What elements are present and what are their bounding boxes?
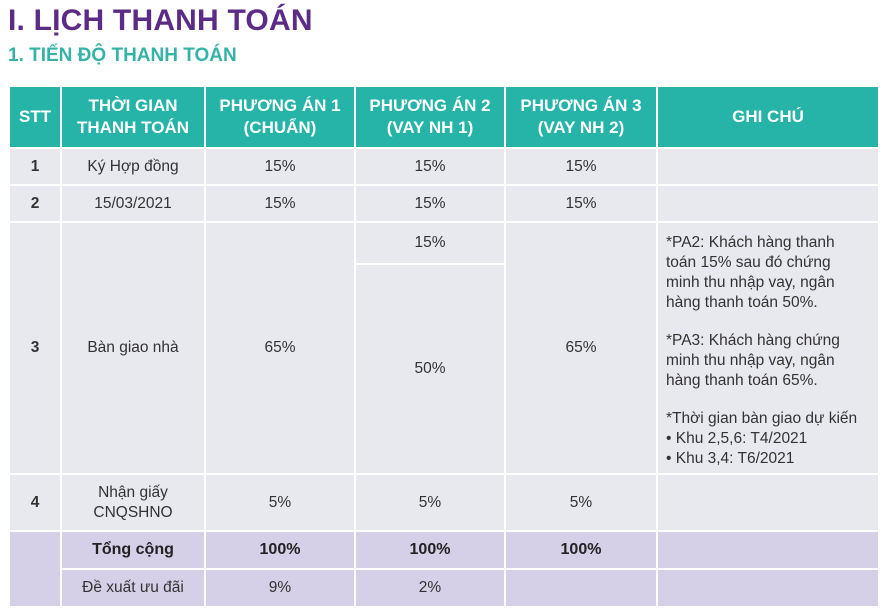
header-pa1-line1: PHƯƠNG ÁN 1 <box>219 96 341 115</box>
header-time-line1: THỜI GIAN <box>88 96 178 115</box>
total-pa1: 100% <box>204 530 356 570</box>
note-line: hàng thanh toán 50%. <box>666 294 818 311</box>
cell-pa3: 15% <box>504 147 658 186</box>
cell-pa1: 5% <box>204 473 356 532</box>
note-line: • Khu 2,5,6: T4/2021 <box>666 430 808 447</box>
header-time: THỜI GIAN THANH TOÁN <box>60 85 206 149</box>
cell-pa1: 65% <box>204 221 356 475</box>
table-row: 50% <box>9 263 879 475</box>
cell-time-line2: CNQSHNO <box>93 503 173 521</box>
table-row: 2 15/03/2021 15% 15% 15% <box>8 184 880 223</box>
cell-stt-empty <box>8 530 62 608</box>
offer-pa1: 9% <box>204 568 356 608</box>
payment-schedule-table: STT THỜI GIAN THANH TOÁN PHƯƠNG ÁN 1 (CHUẨ… <box>8 85 880 608</box>
note-line: *PA2: Khách hàng thanh <box>666 234 835 251</box>
cell-pa3: 5% <box>504 473 658 532</box>
header-stt: STT <box>8 85 62 149</box>
cell-stt: 3 <box>8 221 62 475</box>
cell-pa2: 15% <box>354 147 506 186</box>
header-pa2: PHƯƠNG ÁN 2 (VAY NH 1) <box>354 85 506 149</box>
cell-note <box>656 147 880 186</box>
header-pa1-line2: (CHUẨN) <box>243 118 317 137</box>
cell-pa2: 5% <box>354 473 506 532</box>
cell-pa2: 15% <box>354 184 506 223</box>
note-line: minh thu nhập vay, ngân <box>666 352 835 369</box>
table-row: 4 Nhận giấy CNQSHNO 5% 5% 5% <box>8 473 880 532</box>
cell-stt: 2 <box>8 184 62 223</box>
header-pa2-line2: (VAY NH 1) <box>386 118 474 137</box>
cell-note <box>656 473 880 532</box>
header-pa3-line2: (VAY NH 2) <box>537 118 625 137</box>
note-line: hàng thanh toán 65%. <box>666 372 818 389</box>
cell-pa2-first: 15% <box>354 221 506 265</box>
note-line: minh thu nhập vay, ngân <box>666 274 835 291</box>
cell-note <box>656 184 880 223</box>
header-note: GHI CHÚ <box>656 85 880 149</box>
table-row: 1 Ký Hợp đồng 15% 15% 15% <box>8 147 880 186</box>
cell-time: Bàn giao nhà <box>60 221 206 475</box>
note-text: *PA2: Khách hàng thanh toán 15% sau đó c… <box>666 233 878 469</box>
cell-pa2-second: 50% <box>354 263 506 475</box>
header-time-line2: THANH TOÁN <box>76 118 190 137</box>
note-line: • Khu 3,4: T6/2021 <box>666 450 795 467</box>
note-line: *Thời gian bàn giao dự kiến <box>666 410 858 427</box>
offer-note <box>656 568 880 608</box>
offer-pa3 <box>504 568 658 608</box>
cell-time: Nhận giấy CNQSHNO <box>60 473 206 532</box>
total-row: Tổng cộng 100% 100% 100% <box>8 530 880 608</box>
cell-note-details: *PA2: Khách hàng thanh toán 15% sau đó c… <box>656 221 880 475</box>
header-pa3-line1: PHƯƠNG ÁN 3 <box>520 96 642 115</box>
note-spacer <box>666 391 878 409</box>
cell-time: Ký Hợp đồng <box>60 147 206 186</box>
note-line: toán 15% sau đó chứng <box>666 254 831 271</box>
total-note <box>656 530 880 570</box>
table-header-row: STT THỜI GIAN THANH TOÁN PHƯƠNG ÁN 1 (CHUẨ… <box>8 85 880 149</box>
total-pa2: 100% <box>354 530 506 570</box>
offer-label: Đề xuất ưu đãi <box>60 568 206 608</box>
offer-row: Đề xuất ưu đãi 9% 2% <box>9 568 880 608</box>
page-title: I. LỊCH THANH TOÁN <box>8 4 313 37</box>
cell-pa3: 15% <box>504 184 658 223</box>
cell-time-line1: Nhận giấy <box>98 483 168 501</box>
header-pa2-line1: PHƯƠNG ÁN 2 <box>369 96 491 115</box>
section-subtitle: 1. TIẾN ĐỘ THANH TOÁN <box>8 45 237 66</box>
total-pa3: 100% <box>504 530 658 570</box>
cell-pa1: 15% <box>204 147 356 186</box>
note-line: *PA3: Khách hàng chứng <box>666 332 840 349</box>
header-pa3: PHƯƠNG ÁN 3 (VAY NH 2) <box>504 85 658 149</box>
header-pa1: PHƯƠNG ÁN 1 (CHUẨN) <box>204 85 356 149</box>
table-row: 3 Bàn giao nhà 65% 15% 65% *PA2: Khách h… <box>8 221 880 475</box>
offer-pa2: 2% <box>354 568 506 608</box>
cell-stt: 1 <box>8 147 62 186</box>
cell-pa1: 15% <box>204 184 356 223</box>
note-spacer <box>666 313 878 331</box>
cell-pa3: 65% <box>504 221 658 475</box>
cell-stt: 4 <box>8 473 62 532</box>
cell-time: 15/03/2021 <box>60 184 206 223</box>
total-label: Tổng cộng <box>60 530 206 570</box>
